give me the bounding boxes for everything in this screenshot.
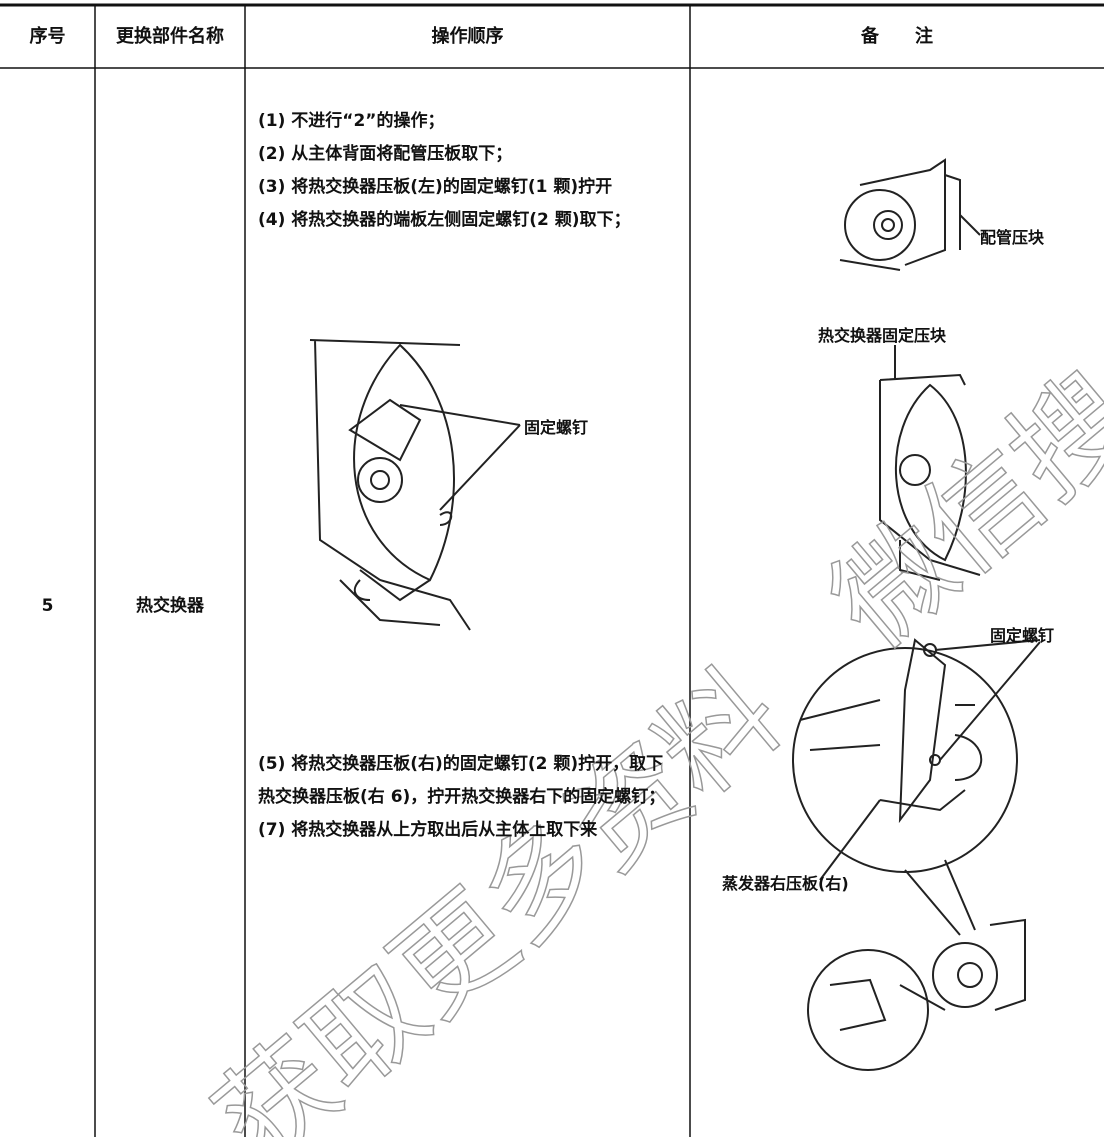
- figure-left: [309, 339, 521, 631]
- figure-bottom: [807, 918, 1026, 1071]
- header-cell: 更换部件名称: [116, 26, 224, 47]
- figure-label: 热交换器固定压块: [818, 326, 947, 345]
- figure-label: 配管压块: [980, 228, 1045, 247]
- step: (7) 将热交换器从上方取出后从主体上取下来: [258, 820, 598, 840]
- step: (1) 不进行“2”的操作；: [258, 111, 445, 131]
- part-name: 热交换器: [136, 596, 204, 616]
- header-cell: 操作顺序: [431, 26, 504, 47]
- figure-pipe: [839, 158, 981, 271]
- watermark: 获取更多资料 微信搜: [191, 349, 1104, 1137]
- row-number: 5: [41, 596, 54, 616]
- figure-detail: [792, 638, 1041, 936]
- steps-bottom: (5) 将热交换器压板(右)的固定螺钉(2 颗)拧开，取下热交换器压板(右 6)…: [258, 748, 676, 847]
- step: (5) 将热交换器压板(右)的固定螺钉(2 颗)拧开，取下热交换器压板(右 6)…: [258, 754, 666, 807]
- step: (4) 将热交换器的端板左侧固定螺钉(2 颗)取下；: [258, 210, 631, 230]
- figure-block: [879, 345, 981, 581]
- step: (3) 将热交换器压板(左)的固定螺钉(1 颗)拧开: [258, 177, 613, 197]
- header-cell: 备 注: [861, 26, 933, 47]
- figure-label: 固定螺钉: [524, 418, 589, 437]
- step: (2) 从主体背面将配管压板取下；: [258, 144, 513, 164]
- steps-top: (1) 不进行“2”的操作； (2) 从主体背面将配管压板取下； (3) 将热交…: [258, 105, 676, 237]
- figure-label: 蒸发器右压板(右): [722, 874, 849, 893]
- header-cell: 序号: [29, 26, 66, 47]
- figure-label: 固定螺钉: [990, 626, 1055, 645]
